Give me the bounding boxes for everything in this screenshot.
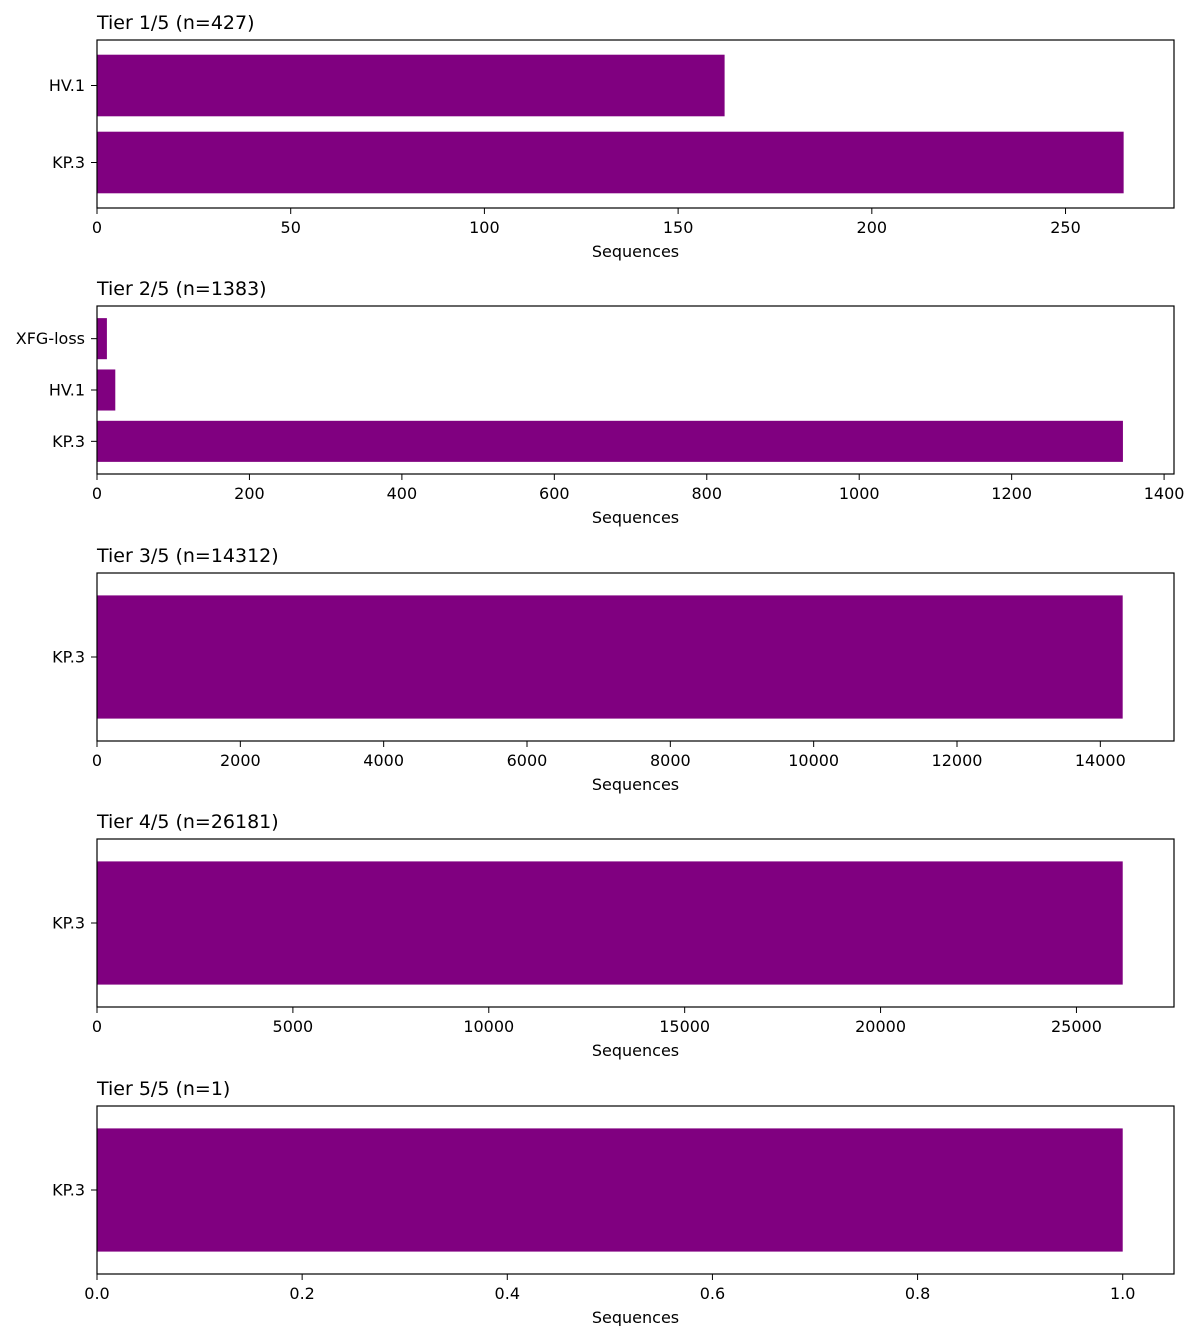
tier-2-chart: Tier 2/5 (n=1383) XFG-loss HV.1 KP.3 0 200 400… — [16, 278, 1185, 527]
tier-2-title: Tier 2/5 (n=1383) — [96, 278, 267, 300]
tier-5-chart: Tier 5/5 (n=1) KP.3 0.0 0.2 0.4 0.6 0.8 1.0 Sequ… — [52, 1078, 1175, 1326]
tier-1-xtick-label-3: 150 — [663, 218, 694, 237]
tier-2-bar-xfg-loss — [97, 318, 107, 360]
tier-2-xtick-label-0: 0 — [92, 484, 102, 503]
tier-5-title: Tier 5/5 (n=1) — [96, 1078, 230, 1100]
tier-2-xtick-label-2: 400 — [387, 484, 418, 503]
tier-1-bar-hv-1 — [97, 54, 725, 117]
tier-2-xtick-label-7: 1400 — [1144, 484, 1185, 503]
tier-1-ytick-label-hv-1: HV.1 — [49, 76, 85, 95]
tier-3-title: Tier 3/5 (n=14312) — [96, 545, 279, 567]
tier-5-xtick-label-1: 0.2 — [289, 1284, 314, 1303]
tier-3-xlabel: Sequences — [592, 775, 679, 794]
tier-4-xtick-label-4: 20000 — [855, 1017, 906, 1036]
tier-5-xtick-label-5: 1.0 — [1110, 1284, 1135, 1303]
tier-2-xtick-label-5: 1000 — [839, 484, 880, 503]
tier-2-ytick-label-kp-3: KP.3 — [52, 432, 85, 451]
tier-1-chart: Tier 1/5 (n=427) HV.1 KP.3 0 50 100 150 200 250 S… — [49, 12, 1175, 261]
tier-4-xtick-label-1: 5000 — [273, 1017, 314, 1036]
tier-4-chart: Tier 4/5 (n=26181) KP.3 0 5000 10000 15000 200… — [52, 811, 1175, 1060]
tier-2-bar-hv-1 — [97, 369, 116, 411]
tier-1-xlabel: Sequences — [592, 242, 679, 261]
tier-2-bar-kp-3 — [97, 420, 1123, 462]
tier-3-xtick-label-7: 14000 — [1075, 751, 1126, 770]
tier-2-xtick-label-6: 1200 — [991, 484, 1032, 503]
tier-1-xtick-label-0: 0 — [92, 218, 102, 237]
tier-3-ytick-label-kp-3: KP.3 — [52, 648, 85, 667]
tier-2-xlabel: Sequences — [592, 508, 679, 527]
tier-4-xlabel: Sequences — [592, 1041, 679, 1060]
tier-5-xtick-label-3: 0.6 — [700, 1284, 725, 1303]
tier-2-xtick-label-1: 200 — [234, 484, 265, 503]
tier-4-xtick-label-3: 15000 — [659, 1017, 710, 1036]
tier-4-bar-kp-3 — [97, 861, 1123, 985]
tier-1-xtick-label-2: 100 — [469, 218, 500, 237]
tier-5-xtick-label-0: 0.0 — [84, 1284, 109, 1303]
tier-3-xtick-label-2: 4000 — [363, 751, 404, 770]
tier-3-xtick-label-1: 2000 — [220, 751, 261, 770]
tier-3-xtick-label-3: 6000 — [507, 751, 548, 770]
tier-2-ytick-label-xfg-loss: XFG-loss — [16, 329, 85, 348]
tier-5-ytick-label-kp-3: KP.3 — [52, 1181, 85, 1200]
tier-3-axes-frame — [96, 572, 1175, 742]
tier-5-xtick-label-4: 0.8 — [905, 1284, 930, 1303]
tier-5-axes-frame — [96, 1105, 1175, 1275]
tier-3-bar-kp-3 — [97, 595, 1123, 719]
tier-3-xtick-label-0: 0 — [92, 751, 102, 770]
tier-3-xtick-label-6: 12000 — [932, 751, 983, 770]
tier-3-xtick-label-4: 8000 — [650, 751, 691, 770]
tier-1-xtick-label-5: 250 — [1050, 218, 1081, 237]
tier-1-title: Tier 1/5 (n=427) — [96, 12, 255, 34]
tier-2-ytick-label-hv-1: HV.1 — [49, 381, 85, 400]
tier-2-xtick-label-4: 800 — [691, 484, 722, 503]
tier-5-xlabel: Sequences — [592, 1308, 679, 1326]
tier-3-chart: Tier 3/5 (n=14312) KP.3 0 2000 4000 6000 8000 1… — [52, 545, 1175, 794]
tier-2-axes-frame — [96, 305, 1175, 475]
tier-5-bar-kp-3 — [97, 1128, 1123, 1252]
tier-2-xtick-label-3: 600 — [539, 484, 570, 503]
tier-4-xtick-label-2: 10000 — [463, 1017, 514, 1036]
tier-1-xtick-label-4: 200 — [857, 218, 888, 237]
tier-1-ytick-label-kp-3: KP.3 — [52, 153, 85, 172]
tier-4-xtick-label-5: 25000 — [1051, 1017, 1102, 1036]
tier-1-axes-frame — [96, 39, 1175, 209]
tier-1-bar-kp-3 — [97, 131, 1124, 194]
tier-1-xtick-label-1: 50 — [281, 218, 301, 237]
tier-4-axes-frame — [96, 838, 1175, 1008]
tier-4-xtick-label-0: 0 — [92, 1017, 102, 1036]
tier-4-ytick-label-kp-3: KP.3 — [52, 914, 85, 933]
tier-5-xtick-label-2: 0.4 — [495, 1284, 520, 1303]
tier-4-title: Tier 4/5 (n=26181) — [96, 811, 279, 833]
tier-3-xtick-label-5: 10000 — [788, 751, 839, 770]
